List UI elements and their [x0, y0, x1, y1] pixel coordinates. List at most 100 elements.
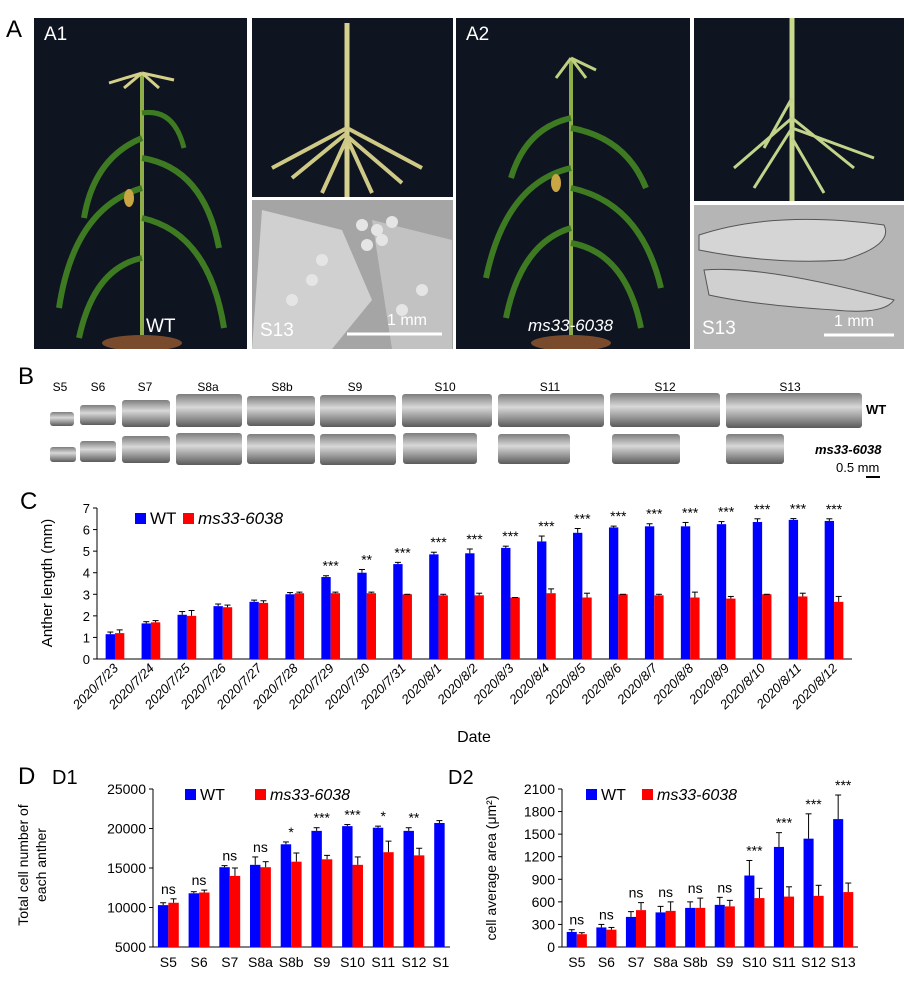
x-tick-label: S8a: [248, 954, 273, 970]
mutant-bar: [366, 593, 376, 659]
x-tick-label: S5: [568, 954, 585, 970]
wt-bar: [685, 907, 696, 947]
mutant-bar: [546, 593, 556, 659]
x-tick-label: S6: [190, 954, 207, 970]
wt-sem-stage-label: S13: [260, 320, 294, 341]
y-tick-label: 7: [83, 501, 90, 516]
mutant-bar: [510, 597, 520, 659]
mutant-bar: [402, 594, 412, 659]
significance-label: ***: [538, 518, 555, 534]
x-tick-label: S11: [371, 954, 395, 970]
y-tick-label: 4: [83, 566, 90, 581]
wt-bar: [141, 623, 151, 659]
wt-bar: [393, 564, 403, 659]
panel-b-scale-label: 0.5 mm: [836, 460, 880, 475]
y-axis-label-line2: each anther: [33, 828, 49, 902]
y-axis-label: cell average area (μm²): [483, 795, 499, 940]
wt-bar: [177, 614, 187, 659]
legend-wt-label: WT: [200, 787, 225, 804]
wt-bar: [342, 826, 353, 947]
wt-bar: [501, 547, 511, 659]
panel-letter-d2: D2: [448, 767, 474, 789]
wt-tassel-illustration: [271, 23, 423, 197]
mutant-bar: [114, 633, 125, 659]
wt-bar: [596, 927, 607, 947]
significance-label: ns: [569, 912, 584, 928]
significance-label: ns: [253, 839, 268, 855]
wt-bar: [744, 875, 755, 947]
wt-bar: [644, 526, 655, 659]
wt-bar: [566, 931, 577, 947]
x-tick-label: S9: [313, 954, 330, 970]
y-tick-label: 0: [83, 652, 90, 667]
significance-label: ***: [394, 544, 411, 560]
significance-label: ***: [646, 506, 663, 522]
stage-label: S11: [539, 380, 561, 394]
mutant-tassel-illustration: [733, 18, 875, 201]
mutant-anther-image: [247, 434, 315, 464]
mutant-bar: [260, 867, 271, 947]
wt-bar: [788, 519, 799, 659]
y-tick-label: 20000: [107, 821, 146, 837]
wt-bar: [537, 541, 547, 659]
mutant-sem-photo: S13 1 mm: [694, 205, 904, 349]
wt-anther-image: [320, 395, 396, 427]
wt-bar: [249, 601, 259, 659]
wt-bar: [773, 846, 784, 947]
mutant-sem-stage-label: S13: [702, 318, 736, 339]
a1-label: A1: [44, 24, 68, 45]
legend-mutant-label: ms33-6038: [657, 787, 737, 804]
panel-letter-d1: D1: [52, 767, 78, 789]
mutant-bar: [150, 622, 161, 659]
stage-label: S9: [347, 380, 363, 394]
wt-bar: [188, 893, 200, 947]
legend-wt-swatch: [185, 789, 196, 800]
wt-bar: [372, 827, 384, 947]
y-tick-label: 3: [83, 587, 90, 602]
y-tick-label: 2100: [524, 781, 555, 797]
mutant-photo-label: ms33-6038: [528, 316, 614, 335]
significance-label: ***: [826, 501, 843, 517]
wt-anther-image: [726, 393, 862, 428]
y-axis-label: Anther length (mm): [39, 519, 56, 647]
significance-label: ns: [688, 880, 703, 896]
significance-label: ***: [682, 504, 699, 520]
legend-wt-label: WT: [150, 509, 176, 528]
panel-letter-b: B: [18, 363, 35, 390]
panel-letter-d: D: [18, 763, 36, 790]
stage-label: S12: [654, 380, 676, 394]
panel-letter-a: A: [6, 16, 23, 43]
mutant-bar: [695, 907, 706, 947]
mutant-bar: [576, 934, 587, 947]
stage-label: S7: [137, 380, 153, 394]
anther-length-chart: 012345672020/7/232020/7/242020/7/252020/…: [39, 501, 852, 746]
wt-anther-image: [402, 394, 492, 427]
wt-plant-photo: A1 WT: [34, 18, 247, 349]
total-cell-number-chart: 5000 10000 15000 20000 25000 ns S5 ns S6 ns S7 ns S8…: [15, 781, 450, 970]
wt-plant-illustration: [56, 71, 227, 349]
significance-label: ***: [323, 558, 340, 574]
significance-label: ***: [344, 807, 361, 823]
x-tick-label: S10: [742, 954, 767, 970]
mutant-bar: [413, 855, 425, 947]
x-tick-label: S13: [432, 954, 450, 970]
wt-bar: [321, 577, 331, 659]
mutant-bar: [438, 595, 448, 659]
significance-label: ns: [629, 885, 644, 901]
wt-anther-image: [498, 394, 604, 427]
significance-label: ***: [718, 504, 735, 520]
mutant-bar: [834, 601, 844, 659]
stage-label: S13: [779, 380, 801, 394]
significance-label: ***: [754, 501, 771, 517]
wt-bar: [714, 904, 725, 947]
mutant-bar: [199, 892, 210, 947]
mutant-bar: [798, 596, 808, 659]
y-axis-label-line1: Total cell number of: [15, 804, 31, 926]
mutant-anther-image: [50, 447, 76, 462]
mutant-bar: [168, 902, 179, 947]
a2-label: A2: [466, 24, 490, 45]
mutant-bar: [291, 861, 302, 947]
mutant-anther-image: [122, 436, 170, 463]
x-tick-label: S10: [340, 954, 365, 970]
y-tick-label: 5: [83, 544, 90, 559]
